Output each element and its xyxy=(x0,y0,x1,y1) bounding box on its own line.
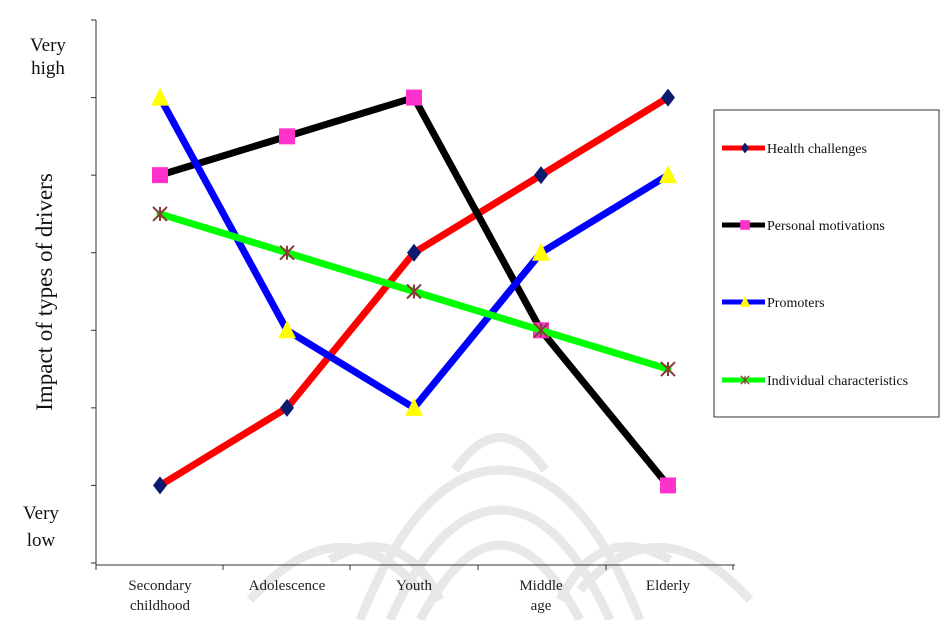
x-category-label: Middle age xyxy=(519,578,563,614)
x-category-label: Secondary childhood xyxy=(128,578,192,614)
series-individual-characteristics xyxy=(152,206,676,377)
y-end-label-line: high xyxy=(31,58,65,79)
data-point-marker xyxy=(405,397,423,416)
data-point-marker xyxy=(153,476,167,495)
x-category-label: Adolescence xyxy=(249,578,326,594)
y-end-label-line: Very xyxy=(30,35,66,56)
legend-item: Promoters xyxy=(722,296,825,311)
data-point-marker xyxy=(407,243,421,262)
data-point-marker xyxy=(406,283,422,300)
x-category-label: Elderly xyxy=(646,578,691,594)
legend-box xyxy=(713,109,940,418)
y-axis-ticks xyxy=(91,19,96,564)
data-point-marker xyxy=(152,167,168,184)
x-category-label: Youth xyxy=(396,578,432,594)
data-point-marker xyxy=(406,89,422,106)
legend-marker xyxy=(739,296,751,307)
data-point-marker xyxy=(152,206,168,222)
data-point-marker xyxy=(534,166,548,185)
legend-item: Health challenges xyxy=(722,142,867,157)
y-axis-title: Impact of types of drivers xyxy=(32,173,57,411)
legend-item: Personal motivations xyxy=(722,219,885,234)
legend-label: Personal motivations xyxy=(767,219,885,234)
data-point-marker xyxy=(659,165,677,184)
x-axis-ticks xyxy=(95,565,734,570)
y-end-label-line: low xyxy=(27,530,56,551)
data-point-marker xyxy=(660,361,676,377)
y-end-label-line: Very xyxy=(23,503,59,524)
y-axis-bottom-label: Very low xyxy=(23,503,59,551)
data-point-marker xyxy=(533,322,549,338)
data-point-marker xyxy=(279,128,295,145)
legend: Health challenges Personal motivations Pro… xyxy=(722,142,908,389)
data-point-marker xyxy=(280,398,294,417)
legend-marker xyxy=(740,142,750,154)
legend-marker xyxy=(740,375,750,385)
series-health-challenges xyxy=(153,88,675,495)
legend-label: Health challenges xyxy=(767,142,867,157)
x-axis-labels: Secondary childhood Adolescence Youth Middle… xyxy=(128,578,690,614)
data-point-marker xyxy=(532,242,550,261)
series-layer xyxy=(151,87,677,495)
legend-marker xyxy=(740,220,750,230)
data-point-marker xyxy=(661,88,675,107)
series-promoters xyxy=(151,87,677,416)
data-point-marker xyxy=(660,477,676,494)
data-point-marker xyxy=(279,245,295,261)
legend-label: Individual characteristics xyxy=(767,374,908,389)
legend-label: Promoters xyxy=(767,296,825,311)
data-point-marker xyxy=(278,320,296,339)
watermark-ornament xyxy=(246,433,754,620)
legend-item: Individual characteristics xyxy=(722,374,908,389)
data-point-marker xyxy=(151,87,169,106)
